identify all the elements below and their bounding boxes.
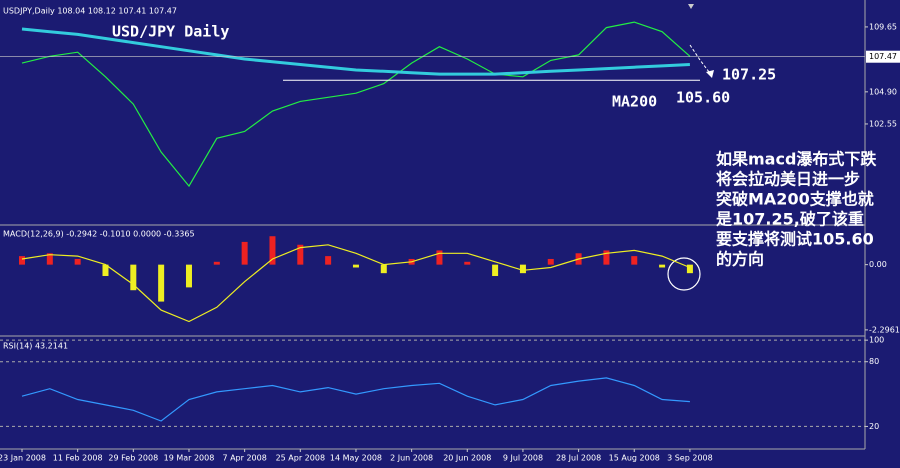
histogram-bar: [102, 264, 109, 277]
y-tick-label: 109.65: [869, 22, 897, 31]
x-tick-label: 28 Jul 2008: [556, 454, 601, 463]
x-tick-label: 23 Jan 2008: [0, 454, 46, 463]
x-tick-label: 3 Sep 2008: [667, 454, 713, 463]
histogram-bar: [631, 256, 638, 265]
histogram-bar: [158, 264, 165, 302]
note-line: 是107.25,破了该重: [715, 210, 864, 229]
note-line: 要支撑将测试105.60: [716, 230, 874, 249]
histogram-bar: [297, 244, 304, 265]
highlight-circle: [667, 257, 701, 291]
note-line: 将会拉动美日进一步: [716, 170, 860, 189]
x-tick-label: 11 Feb 2008: [53, 454, 103, 463]
histogram-bar: [241, 241, 248, 265]
shift-marker: [688, 4, 694, 9]
y-tick-label: 20: [869, 422, 879, 431]
histogram-bar: [325, 256, 332, 265]
annotation: MA200: [612, 93, 657, 111]
x-tick-label: 2 Jun 2008: [390, 454, 433, 463]
y-tick-label: 80: [869, 357, 879, 366]
histogram-bar: [547, 258, 554, 265]
histogram-bar: [213, 261, 220, 265]
note-line: 如果macd瀑布式下跌: [716, 150, 877, 169]
y-tick-label: 100: [869, 336, 884, 345]
x-tick-label: 14 May 2008: [330, 454, 382, 463]
panel-title: MACD(12,26,9) -0.2942 -0.1010 0.0000 -0.…: [3, 230, 195, 239]
x-tick-label: 25 Apr 2008: [276, 454, 325, 463]
panel-title: USDJPY,Daily 108.04 108.12 107.41 107.47: [3, 7, 177, 16]
annotation: 105.60: [676, 89, 730, 107]
histogram-bar: [436, 250, 443, 265]
x-tick-label: 9 Jul 2008: [503, 454, 543, 463]
y-tick-label: 0.00: [869, 260, 887, 269]
histogram-bar: [185, 264, 192, 288]
x-tick-label: 19 Mar 2008: [164, 454, 215, 463]
histogram-bar: [603, 250, 610, 265]
y-tick-label: -2.2961: [869, 325, 900, 334]
current-price-label: 107.47: [869, 52, 897, 61]
histogram-bar: [492, 264, 499, 277]
x-tick-label: 7 Apr 2008: [222, 454, 266, 463]
histogram-bar: [269, 236, 276, 265]
note-line: 的方向: [716, 250, 764, 269]
histogram-bar: [19, 256, 25, 265]
histogram-bar: [659, 264, 666, 268]
series-line: [21, 21, 691, 188]
x-tick-label: 20 Jun 2008: [443, 454, 491, 463]
histogram-bar: [686, 264, 693, 274]
histogram-bar: [46, 253, 53, 265]
x-tick-label: 29 Feb 2008: [108, 454, 158, 463]
y-tick-label: 104.90: [869, 87, 897, 96]
series-line: [21, 377, 690, 422]
histogram-bar: [352, 264, 359, 268]
arrow: [689, 44, 713, 77]
note-line: 突破MA200支撑也就: [716, 190, 874, 209]
price-box: [866, 50, 900, 63]
panel-title: RSI(14) 43.2141: [3, 342, 68, 351]
x-tick-label: 15 Aug 2008: [609, 454, 660, 463]
histogram-bar: [380, 264, 387, 274]
series-line: [21, 244, 691, 323]
histogram-bar: [464, 261, 471, 265]
histogram-bar: [519, 264, 526, 274]
arrow-head: [706, 70, 714, 78]
annotation: USD/JPY Daily: [112, 23, 229, 41]
y-tick-label: 102.55: [869, 119, 897, 128]
histogram-bar: [130, 264, 137, 291]
annotation: 107.25: [722, 66, 776, 84]
series-line: [21, 27, 690, 76]
histogram-bar: [74, 258, 81, 265]
